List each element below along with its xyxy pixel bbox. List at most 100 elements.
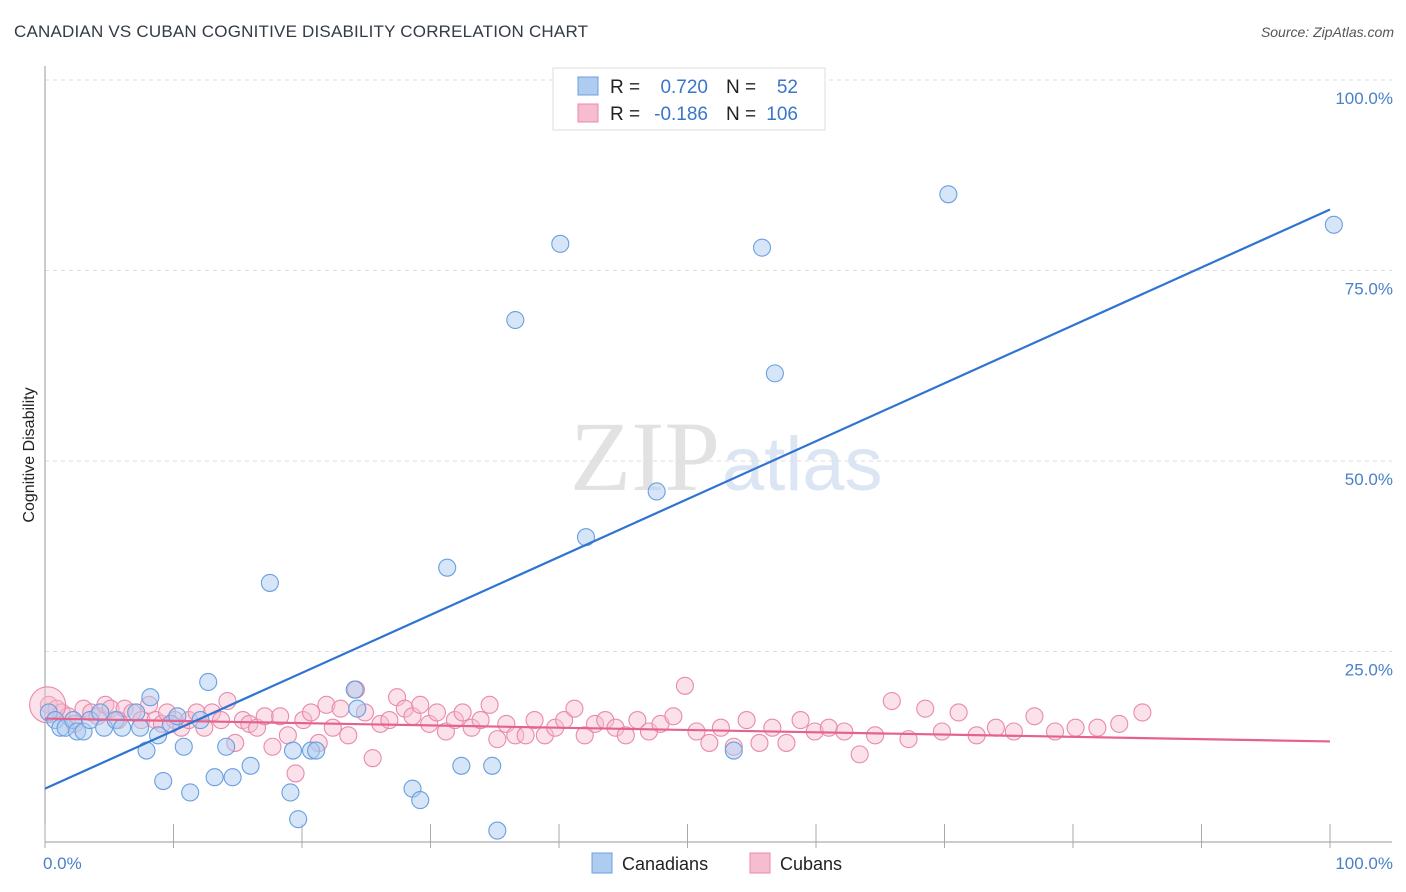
cubans-point [480, 695, 499, 714]
cubans-point [339, 726, 358, 745]
cubans-point [565, 699, 584, 718]
legend-n-value-cubans: 106 [766, 104, 798, 125]
canadians-point [647, 482, 666, 501]
canadians-point [752, 238, 772, 257]
cubans-point [750, 733, 769, 752]
cubans-point [1025, 707, 1044, 726]
cubans-point [263, 737, 282, 756]
canadians-point [939, 185, 958, 204]
cubans-point [488, 730, 507, 749]
cubans-point [882, 691, 901, 711]
cubans-point [1133, 703, 1152, 722]
legend-n-value-canadians: 52 [777, 77, 798, 98]
cubans-point [986, 718, 1005, 737]
cubans-point [255, 707, 274, 726]
cubans-point [835, 722, 854, 741]
canadians-point [174, 737, 193, 756]
stats-legend: R = 0.720 N = 52 R = -0.186 N = 106 [552, 67, 826, 131]
canadians-trend-line [44, 208, 1331, 790]
bottom-legend-swatch-cubans [749, 852, 771, 874]
canadians-point [345, 680, 364, 699]
canadians-point [260, 573, 279, 592]
canadians-point [223, 768, 242, 787]
canadians-point [127, 703, 146, 722]
bottom-legend-label-cubans: Cubans [780, 854, 842, 874]
cubans-point [1088, 718, 1107, 737]
canadians-point [113, 718, 132, 737]
bottom-legend-label-canadians: Canadians [622, 854, 708, 874]
cubans-point [700, 733, 719, 752]
cubans-point [763, 718, 782, 737]
cubans-point [675, 676, 694, 695]
legend-n-label-cubans: N = [726, 104, 756, 125]
cubans-points [29, 676, 1152, 783]
canadians-point [217, 737, 236, 756]
cubans-point [380, 711, 399, 730]
cubans-point [932, 722, 951, 741]
canadians-point [281, 783, 300, 802]
y-tick-label: 25.0% [1345, 661, 1393, 680]
canadians-point [141, 688, 160, 707]
legend-r-value-cubans: -0.186 [654, 104, 708, 125]
legend-r-label-canadians: R = [610, 77, 640, 98]
canadians-point [205, 768, 224, 787]
canadians-point [452, 756, 471, 775]
canadians-point [241, 756, 260, 775]
series-legend: Canadians Cubans [591, 852, 842, 874]
canadians-point [724, 741, 743, 760]
canadians-point [438, 558, 457, 577]
cubans-point [777, 733, 796, 752]
trend-lines [44, 208, 1331, 790]
cubans-point [271, 707, 290, 726]
x-tick-label: 0.0% [43, 854, 82, 873]
cubans-point [1004, 722, 1023, 741]
cubans-point [949, 703, 968, 722]
legend-swatch-canadians [577, 76, 599, 96]
cubans-point [616, 726, 635, 745]
cubans-point [711, 718, 730, 737]
canadians-point [181, 783, 200, 802]
cubans-point [278, 726, 297, 745]
canadians-point [483, 756, 502, 775]
canadians-point [168, 707, 187, 726]
cubans-point [575, 726, 594, 745]
canadians-point [551, 234, 570, 253]
legend-swatch-cubans [577, 103, 599, 123]
watermark: ZIP atlas [570, 401, 883, 512]
source-credit: Source: ZipAtlas.com [1260, 24, 1394, 40]
cubans-point [791, 711, 810, 730]
cubans-point [471, 711, 490, 730]
cubans-point [211, 711, 231, 730]
canadians-point [765, 364, 784, 383]
cubans-point [916, 699, 935, 718]
cubans-point [664, 707, 683, 726]
cubans-point [525, 711, 544, 730]
chart-title: CANADIAN VS CUBAN COGNITIVE DISABILITY C… [14, 22, 589, 41]
y-tick-label: 75.0% [1345, 280, 1393, 299]
y-tick-label: 50.0% [1345, 470, 1393, 489]
cubans-point [331, 699, 350, 718]
cubans-point [1110, 714, 1129, 733]
bottom-legend-swatch-canadians [591, 852, 613, 874]
cubans-point [427, 703, 446, 722]
cubans-point [453, 703, 472, 722]
legend-r-label-cubans: R = [610, 104, 640, 125]
cubans-point [286, 764, 305, 783]
canadians-point [154, 771, 173, 791]
canadians-point [1324, 215, 1343, 234]
canadians-point [506, 310, 525, 330]
cubans-point [866, 726, 885, 745]
legend-n-label-canadians: N = [726, 77, 756, 98]
legend-r-value-canadians: 0.720 [660, 77, 708, 98]
canadians-point [289, 810, 308, 829]
y-axis-label: Cognitive Disability [21, 387, 38, 522]
canadians-point [488, 821, 507, 840]
cubans-point [737, 711, 756, 730]
cubans-point [1066, 718, 1085, 737]
watermark-zip: ZIP [570, 401, 720, 512]
watermark-atlas: atlas [722, 422, 883, 507]
grid-lines [45, 79, 1392, 652]
canadians-point [199, 672, 218, 692]
cubans-point [323, 718, 342, 737]
